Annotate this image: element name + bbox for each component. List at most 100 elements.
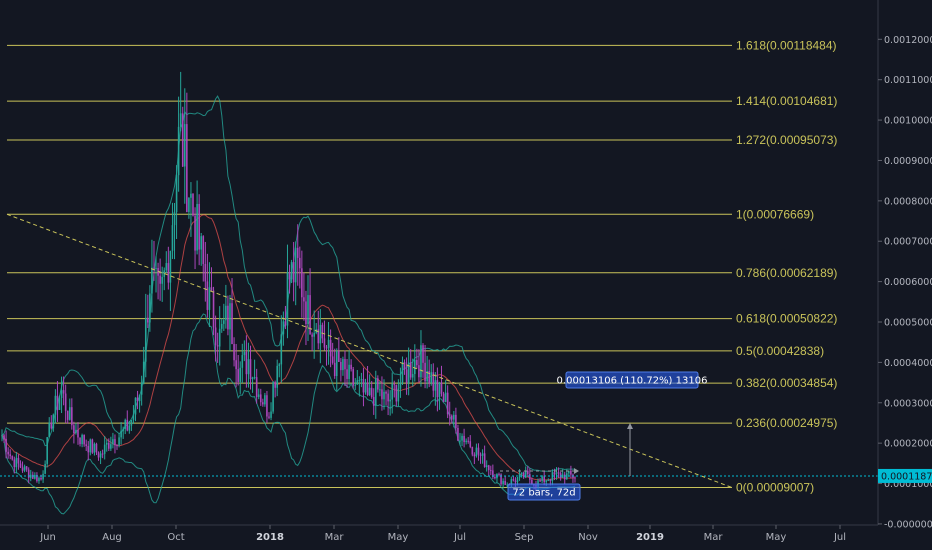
candle-body (401, 362, 404, 383)
price-tick-label: 0.00030000 (884, 398, 932, 409)
candle-body (311, 334, 313, 337)
bars-range-tool[interactable]: 72 bars, 72d (500, 468, 581, 501)
candle-body (500, 474, 502, 485)
candle-body (87, 446, 90, 453)
candle-body (440, 382, 443, 394)
candle-body (444, 392, 447, 402)
candle-body (27, 469, 30, 478)
candle-body (494, 477, 496, 479)
candle-body (239, 367, 242, 382)
candle-body (498, 473, 500, 475)
candle-body (247, 359, 250, 375)
time-axis[interactable]: Jun Aug Oct 2018 Mar May Jul Sep Nov 2019 Mar May Ju… (39, 525, 846, 543)
candle-body (15, 457, 18, 468)
candlesticks (1, 71, 576, 491)
candle-body (305, 301, 307, 325)
candle-body (216, 345, 219, 347)
candle-body (151, 267, 153, 294)
candle-body (147, 317, 149, 323)
candle-body (370, 387, 373, 398)
candle-body (399, 382, 402, 389)
candle-body (97, 452, 100, 458)
candle-body (48, 422, 51, 438)
candle-body (354, 384, 357, 386)
candle-body (66, 410, 69, 420)
candle-body (319, 324, 322, 344)
candle-body (395, 384, 398, 402)
candle-body (114, 439, 116, 446)
candle-body (173, 211, 176, 226)
candle-body (192, 193, 194, 216)
candle-body (237, 369, 239, 382)
candle-body (183, 124, 186, 167)
candle-body (541, 476, 543, 481)
candle-body (389, 399, 391, 402)
candle-body (403, 362, 406, 370)
candle-body (303, 297, 305, 302)
candle-body (321, 324, 324, 339)
candle-body (233, 344, 235, 361)
candle-body (292, 261, 295, 283)
candle-body (235, 360, 237, 370)
candle-body (171, 225, 174, 251)
trend-line[interactable] (6, 213, 733, 489)
candle-body (455, 414, 457, 428)
candle-body (407, 362, 410, 383)
candle-body (262, 402, 264, 405)
candle-body (405, 369, 408, 383)
candle-body (570, 470, 572, 475)
candle-body (54, 395, 57, 415)
candle-body (487, 465, 490, 471)
candle-body (118, 437, 120, 446)
candle-body (214, 327, 217, 346)
fib-level-label: 0.382(0.00034854) (736, 376, 837, 390)
price-tick-label: 0.00060000 (884, 277, 932, 288)
candle-body (206, 281, 209, 310)
measure-callout[interactable] (565, 371, 699, 389)
candle-body (504, 480, 506, 485)
current-price-badge (878, 468, 932, 483)
candle-body (165, 263, 168, 271)
price-tick-label: 0.00120000 (884, 35, 932, 46)
candle-body (342, 359, 344, 371)
candle-body (278, 364, 281, 366)
candle-body (38, 477, 40, 482)
candle-body (227, 305, 229, 330)
candle-body (329, 339, 332, 357)
candle-body (471, 446, 474, 455)
candle-body (50, 422, 53, 429)
candle-body (409, 362, 412, 378)
measure-tool[interactable]: 0.00013106 (110.72%) 13106 (557, 371, 708, 476)
fib-level-label: 1.414(0.00104681) (736, 94, 837, 108)
candle-body (188, 197, 190, 212)
current-price-label: 0.00011879 (881, 471, 932, 482)
candle-body (46, 437, 48, 464)
candle-body (340, 361, 342, 371)
price-tick-label: 0.00100000 (884, 116, 932, 127)
candle-body (352, 369, 354, 386)
time-tick-label: Jul (833, 532, 846, 543)
candle-body (255, 377, 258, 397)
candle-body (220, 323, 223, 329)
candle-body (75, 429, 77, 434)
candle-body (198, 203, 200, 250)
fib-level-label: 0(0.00009007) (736, 481, 814, 495)
candle-body (543, 476, 545, 483)
candle-body (446, 392, 449, 415)
candle-body (529, 474, 531, 480)
bars-callout[interactable] (507, 483, 581, 501)
candle-body (91, 439, 94, 453)
candle-body (79, 437, 81, 445)
price-axis[interactable]: 0.00120000 0.00110000 0.00100000 0.00090000… (878, 35, 932, 531)
time-tick-label: Oct (167, 532, 184, 543)
candle-body (555, 472, 558, 475)
fib-level-label: 0.618(0.00050822) (736, 312, 837, 326)
price-tick-label: 0.00080000 (884, 196, 932, 207)
price-tick-label: 0.00110000 (884, 75, 932, 86)
candle-body (58, 397, 61, 410)
candle-body (175, 175, 178, 212)
candle-body (179, 113, 182, 127)
candle-body (56, 395, 59, 410)
